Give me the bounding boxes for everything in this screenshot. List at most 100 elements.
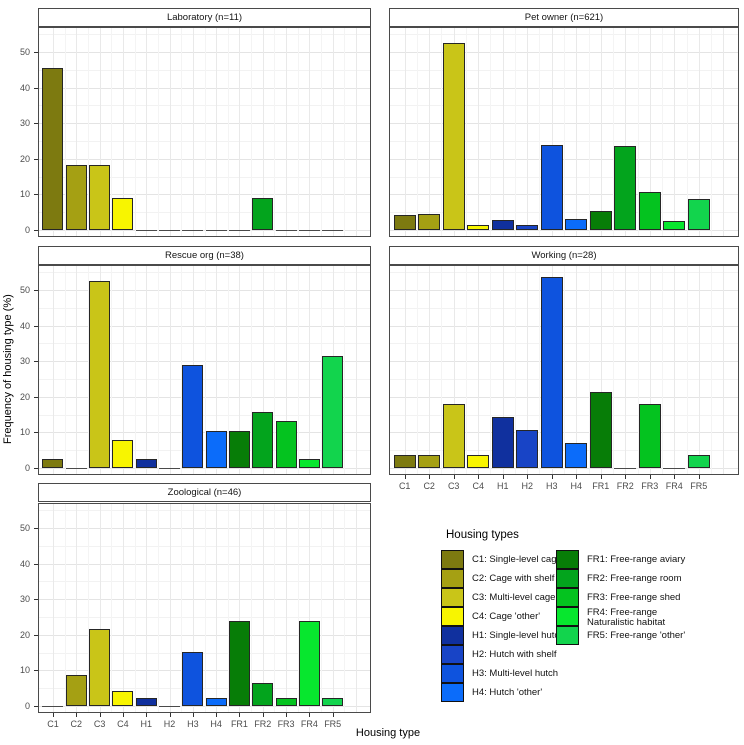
gridline-v xyxy=(122,28,124,236)
legend-key-C4 xyxy=(441,607,464,626)
gridline-v xyxy=(274,266,276,474)
gridline-v xyxy=(625,266,627,474)
gridline-v xyxy=(192,504,194,712)
y-tick-mark xyxy=(34,123,38,125)
y-tick-label: 30 xyxy=(19,118,30,129)
gridline-v xyxy=(429,28,431,236)
zero-bar-C1 xyxy=(42,706,64,707)
y-tick-label: 50 xyxy=(19,523,30,533)
x-tick-mark xyxy=(600,475,602,479)
gridline-v xyxy=(169,504,171,712)
bar-FR1 xyxy=(589,391,612,468)
bar-C4 xyxy=(112,197,134,230)
legend-key-C1 xyxy=(441,550,464,569)
x-tick-label: FR4 xyxy=(665,481,683,491)
gridline-v xyxy=(465,28,467,236)
gridline-v xyxy=(321,28,323,236)
gridline-v xyxy=(251,266,253,474)
gridline-v xyxy=(87,28,89,236)
bar-FR2 xyxy=(614,145,637,230)
zero-bar-FR2 xyxy=(614,468,637,469)
gridline-v xyxy=(286,28,288,236)
y-tick-mark xyxy=(34,325,38,327)
gridline-v xyxy=(321,266,323,474)
y-tick-label: 0 xyxy=(24,463,30,473)
bar-C4 xyxy=(112,439,134,468)
gridline-v xyxy=(502,28,504,236)
bar-C2 xyxy=(65,675,87,706)
bar-H4 xyxy=(205,698,227,706)
facet-strip: Working (n=28) xyxy=(389,246,739,265)
y-tick-label: 0 xyxy=(24,701,30,711)
facet-panel-2 xyxy=(389,27,739,237)
x-tick-mark xyxy=(262,713,264,717)
x-tick-label: H4 xyxy=(210,719,222,729)
gridline-v xyxy=(600,28,602,236)
bar-C3 xyxy=(89,628,111,706)
x-tick-label: C2 xyxy=(423,481,435,491)
bar-FR5 xyxy=(322,355,344,468)
legend-label-C3: C3: Multi-level cage xyxy=(472,592,556,603)
gridline-v xyxy=(356,28,357,236)
gridline-v xyxy=(134,266,136,474)
gridline-v xyxy=(274,28,276,236)
bar-C1 xyxy=(393,455,416,468)
gridline-v xyxy=(711,28,713,236)
legend-label-FR3: FR3: Free-range shed xyxy=(587,592,681,603)
gridline-v xyxy=(169,266,171,474)
y-tick-label: 40 xyxy=(19,82,30,93)
gridline-v xyxy=(309,28,311,236)
x-tick-mark xyxy=(122,713,124,717)
gridline-v xyxy=(76,28,78,236)
gridline-v xyxy=(465,266,467,474)
gridline-v xyxy=(527,266,529,474)
x-tick-mark xyxy=(404,475,406,479)
facet-strip-title: Laboratory (n=11) xyxy=(166,12,243,23)
bar-H3 xyxy=(182,651,204,706)
gridline-v xyxy=(698,28,700,236)
gridline-v xyxy=(453,266,455,474)
zero-bar-C2 xyxy=(65,468,87,469)
x-tick-mark xyxy=(216,713,218,717)
gridline-v xyxy=(698,266,700,474)
bar-FR4 xyxy=(298,458,320,468)
gridline-v xyxy=(64,266,66,474)
bar-FR1 xyxy=(589,211,612,230)
gridline-v xyxy=(321,504,323,712)
gridline-v xyxy=(576,266,578,474)
x-tick-mark xyxy=(239,713,241,717)
legend-title: Housing types xyxy=(446,529,519,541)
gridline-v xyxy=(404,28,406,236)
x-tick-mark xyxy=(453,475,455,479)
y-tick-mark xyxy=(34,52,38,53)
gridline-v xyxy=(262,504,264,712)
gridline-v xyxy=(309,504,311,712)
gridline-v xyxy=(625,28,627,236)
gridline-v xyxy=(711,266,713,474)
y-tick-label: 50 xyxy=(19,47,30,57)
y-tick-mark xyxy=(34,194,38,196)
legend: Housing types C1: Single-level cage C2: C… xyxy=(436,528,736,718)
legend-label-H1: H1: Single-level hutch xyxy=(472,630,565,641)
y-tick-mark xyxy=(34,563,38,565)
legend-key-FR2 xyxy=(556,569,579,588)
x-tick-mark xyxy=(192,713,194,717)
y-tick-label: 40 xyxy=(19,320,30,331)
zero-bar-FR5 xyxy=(322,230,344,231)
gridline-v xyxy=(239,266,241,474)
legend-key-FR1 xyxy=(556,550,579,569)
zero-bar-H2 xyxy=(159,230,180,231)
facet-strip-title: Working (n=28) xyxy=(531,250,597,261)
bar-FR2 xyxy=(252,682,274,706)
y-tick-mark xyxy=(34,396,38,398)
x-tick-mark xyxy=(286,713,288,717)
y-tick-label: 30 xyxy=(19,356,30,367)
facet-panel-5 xyxy=(38,503,371,713)
gridline-v xyxy=(564,28,565,236)
x-tick-label: H1 xyxy=(496,481,509,491)
gridline-v xyxy=(64,28,66,236)
bar-H4 xyxy=(565,442,588,468)
gridline-v xyxy=(527,28,529,236)
x-tick-label: H2 xyxy=(521,481,533,491)
gridline-v xyxy=(356,266,357,474)
